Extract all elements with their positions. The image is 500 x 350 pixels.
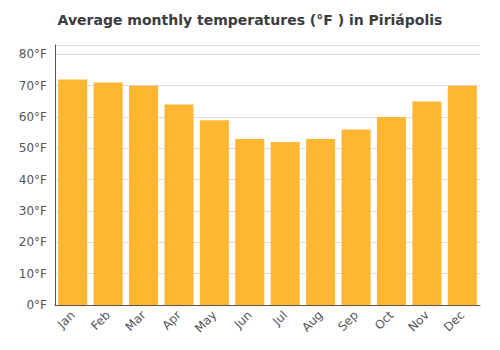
svg-text:80°F: 80°F — [19, 47, 47, 61]
svg-text:30°F: 30°F — [19, 204, 47, 218]
svg-text:10°F: 10°F — [19, 267, 47, 281]
svg-text:Sep: Sep — [335, 308, 361, 334]
svg-text:Aug: Aug — [299, 308, 325, 334]
svg-text:Mar: Mar — [123, 308, 149, 334]
svg-text:Oct: Oct — [372, 308, 397, 333]
svg-text:70°F: 70°F — [19, 79, 47, 93]
svg-text:0°F: 0°F — [26, 298, 47, 312]
svg-text:May: May — [192, 308, 219, 335]
svg-text:40°F: 40°F — [19, 173, 47, 187]
svg-text:20°F: 20°F — [19, 235, 47, 249]
svg-text:Jan: Jan — [54, 308, 78, 332]
svg-text:Feb: Feb — [88, 308, 113, 333]
svg-text:Nov: Nov — [405, 308, 431, 334]
svg-text:60°F: 60°F — [19, 110, 47, 124]
svg-text:Average monthly temperatures (: Average monthly temperatures (°F ) in Pi… — [58, 12, 443, 28]
svg-text:Dec: Dec — [441, 308, 467, 334]
svg-text:Apr: Apr — [159, 308, 184, 333]
svg-text:Jun: Jun — [231, 308, 255, 332]
svg-text:50°F: 50°F — [19, 141, 47, 155]
svg-text:Jul: Jul — [269, 308, 290, 329]
